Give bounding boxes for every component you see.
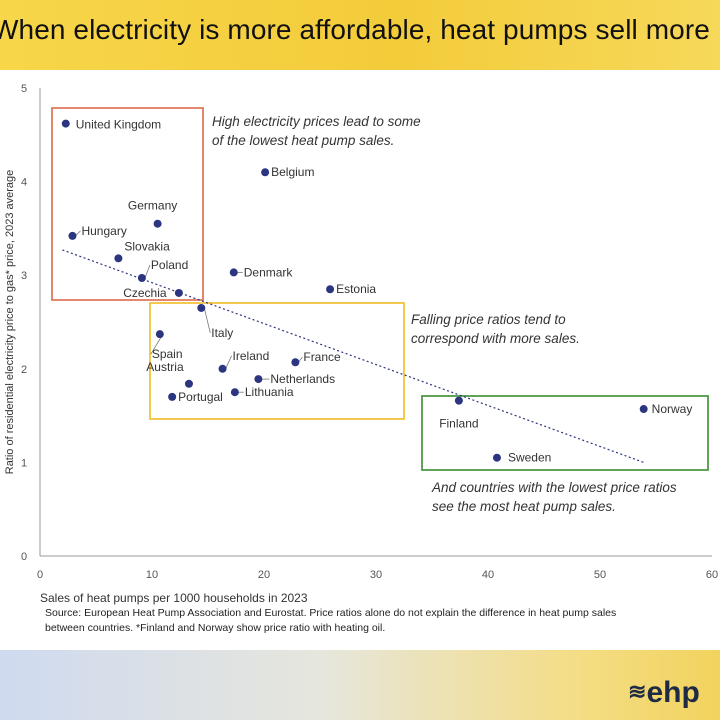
data-point-portugal (168, 392, 177, 401)
data-point-hungary (68, 231, 77, 240)
data-point-italy (197, 303, 206, 312)
x-tick-label: 10 (146, 569, 158, 581)
point-label-germany: Germany (128, 199, 177, 213)
wave-icon: ≋ (628, 679, 646, 704)
annotation-mid-line: Falling price ratios tend to (411, 312, 566, 327)
leader-line-ireland (225, 355, 232, 369)
data-point-poland (137, 274, 146, 283)
x-axis-label: Sales of heat pumps per 1000 households … (40, 591, 308, 605)
point-label-norway: Norway (652, 402, 693, 416)
point-label-slovakia: Slovakia (124, 239, 170, 253)
x-tick-label: 0 (37, 569, 43, 581)
data-point-slovakia (114, 254, 123, 263)
point-label-italy: Italy (211, 326, 233, 340)
slide-title: When electricity is more affordable, hea… (0, 14, 710, 45)
point-label-estonia: Estonia (336, 282, 376, 296)
y-tick-label: 3 (21, 270, 27, 282)
data-point-france (291, 358, 300, 367)
data-point-estonia (326, 285, 335, 294)
data-point-sweden (492, 453, 501, 462)
point-label-ireland: Ireland (233, 349, 270, 363)
annotation-high-line: of the lowest heat pump sales. (212, 133, 394, 148)
ehpa-logo: ≋ehp (628, 676, 700, 710)
annotation-mid-line: correspond with more sales. (411, 331, 580, 346)
point-label-austria: Austria (146, 360, 184, 374)
annotation-high-line: High electricity prices lead to some (212, 114, 421, 129)
point-label-belgium: Belgium (271, 165, 314, 179)
data-point-norway (639, 405, 648, 414)
x-tick-label: 50 (594, 569, 606, 581)
data-point-belgium (261, 168, 270, 177)
data-point-denmark (229, 268, 238, 277)
point-label-czechia: Czechia (123, 286, 167, 300)
data-point-netherlands (254, 375, 263, 384)
x-tick-label: 20 (258, 569, 270, 581)
leader-line-poland (144, 264, 151, 279)
footer-band (0, 650, 720, 720)
data-point-spain (155, 330, 164, 339)
data-point-czechia (174, 288, 183, 297)
x-tick-label: 60 (706, 569, 718, 581)
x-tick-label: 30 (370, 569, 382, 581)
y-tick-label: 2 (21, 364, 27, 376)
point-label-united-kingdom: United Kingdom (76, 118, 161, 132)
point-label-portugal: Portugal (178, 390, 223, 404)
data-point-austria (184, 379, 193, 388)
title-band (0, 0, 720, 70)
data-point-germany (153, 219, 162, 228)
y-tick-label: 4 (21, 177, 27, 189)
annotation-low-line: And countries with the lowest price rati… (431, 480, 677, 495)
point-label-spain: Spain (152, 347, 183, 361)
mid-price-box (149, 302, 405, 420)
source-note: Source: European Heat Pump Association a… (45, 607, 617, 634)
high-price-box (51, 107, 204, 301)
data-point-ireland (218, 364, 227, 373)
point-label-lithuania: Lithuania (245, 385, 294, 399)
low-price-box (421, 395, 709, 471)
point-label-poland: Poland (151, 258, 188, 272)
y-tick-label: 5 (21, 83, 27, 95)
y-axis-label: Ratio of residential electricity price t… (4, 170, 16, 475)
annotation-low-line: see the most heat pump sales. (432, 499, 616, 514)
data-point-finland (454, 396, 463, 405)
point-label-hungary: Hungary (81, 224, 126, 238)
logo-text: ehp (646, 676, 700, 709)
leader-line-italy (203, 307, 211, 334)
point-label-sweden: Sweden (508, 451, 551, 465)
data-point-united-kingdom (61, 119, 70, 128)
point-label-france: France (303, 350, 341, 364)
y-tick-label: 0 (21, 551, 27, 563)
chart-panel (0, 70, 720, 650)
point-label-netherlands: Netherlands (270, 372, 335, 386)
y-tick-label: 1 (21, 457, 27, 469)
point-label-finland: Finland (439, 417, 478, 431)
data-point-lithuania (230, 388, 239, 397)
point-label-denmark: Denmark (244, 265, 294, 279)
x-tick-label: 40 (482, 569, 494, 581)
